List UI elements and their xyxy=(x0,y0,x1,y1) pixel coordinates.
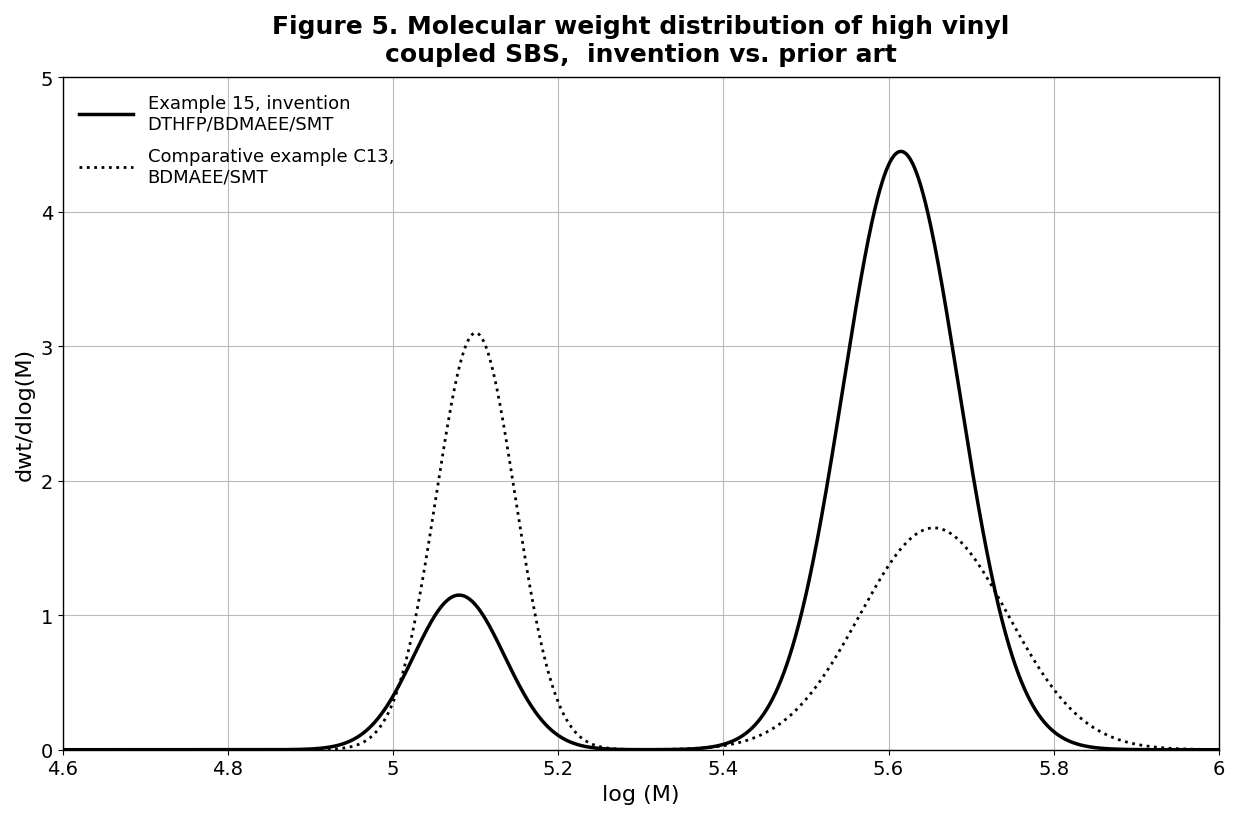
Comparative example C13,
BDMAEE/SMT xyxy=(469,328,484,338)
Comparative example C13,
BDMAEE/SMT xyxy=(588,740,603,750)
Example 15, invention
DTHFP/BDMAEE/SMT xyxy=(1178,745,1193,755)
Example 15, invention
DTHFP/BDMAEE/SMT xyxy=(56,745,71,755)
Legend: Example 15, invention
DTHFP/BDMAEE/SMT, Comparative example C13,
BDMAEE/SMT: Example 15, invention DTHFP/BDMAEE/SMT, … xyxy=(72,88,402,194)
Comparative example C13,
BDMAEE/SMT xyxy=(1178,744,1193,754)
Example 15, invention
DTHFP/BDMAEE/SMT xyxy=(893,147,908,157)
Line: Comparative example C13,
BDMAEE/SMT: Comparative example C13, BDMAEE/SMT xyxy=(63,333,1219,750)
Example 15, invention
DTHFP/BDMAEE/SMT xyxy=(618,744,632,754)
Example 15, invention
DTHFP/BDMAEE/SMT xyxy=(1178,745,1193,755)
Example 15, invention
DTHFP/BDMAEE/SMT xyxy=(1211,745,1226,755)
Line: Example 15, invention
DTHFP/BDMAEE/SMT: Example 15, invention DTHFP/BDMAEE/SMT xyxy=(63,152,1219,750)
Comparative example C13,
BDMAEE/SMT xyxy=(1211,744,1226,754)
Example 15, invention
DTHFP/BDMAEE/SMT xyxy=(114,745,129,755)
Example 15, invention
DTHFP/BDMAEE/SMT xyxy=(587,743,601,753)
Comparative example C13,
BDMAEE/SMT xyxy=(1178,744,1193,754)
Title: Figure 5. Molecular weight distribution of high vinyl
coupled SBS,  invention vs: Figure 5. Molecular weight distribution … xyxy=(272,15,1009,66)
Y-axis label: dwt/dlog(M): dwt/dlog(M) xyxy=(15,347,35,481)
X-axis label: log (M): log (M) xyxy=(603,784,680,804)
Example 15, invention
DTHFP/BDMAEE/SMT xyxy=(966,474,981,484)
Comparative example C13,
BDMAEE/SMT xyxy=(114,745,129,755)
Comparative example C13,
BDMAEE/SMT xyxy=(618,744,632,754)
Comparative example C13,
BDMAEE/SMT xyxy=(966,553,981,563)
Comparative example C13,
BDMAEE/SMT xyxy=(56,745,71,755)
